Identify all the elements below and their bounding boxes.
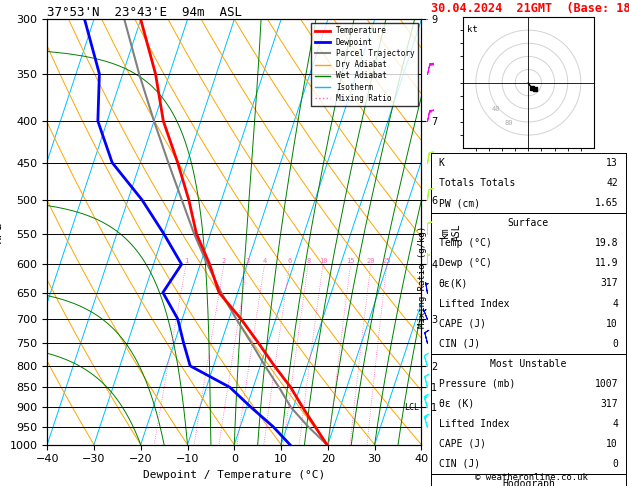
Text: 13: 13 xyxy=(606,158,618,168)
Text: 11.9: 11.9 xyxy=(594,259,618,268)
Text: Hodograph: Hodograph xyxy=(502,479,555,486)
Text: 2: 2 xyxy=(222,258,226,264)
Text: K: K xyxy=(438,158,445,168)
Text: 0: 0 xyxy=(612,339,618,348)
Text: 4: 4 xyxy=(612,419,618,429)
Text: 19.8: 19.8 xyxy=(594,238,618,248)
Text: Lifted Index: Lifted Index xyxy=(438,419,509,429)
Text: Dewp (°C): Dewp (°C) xyxy=(438,259,491,268)
Text: 10: 10 xyxy=(319,258,327,264)
Text: 42: 42 xyxy=(606,178,618,188)
Text: kt: kt xyxy=(467,25,477,34)
Text: © weatheronline.co.uk: © weatheronline.co.uk xyxy=(475,473,588,482)
Text: 317: 317 xyxy=(601,399,618,409)
Text: 40: 40 xyxy=(492,106,500,112)
X-axis label: Dewpoint / Temperature (°C): Dewpoint / Temperature (°C) xyxy=(143,470,325,480)
Text: CAPE (J): CAPE (J) xyxy=(438,318,486,329)
Text: θε(K): θε(K) xyxy=(438,278,468,289)
Text: Surface: Surface xyxy=(508,218,549,228)
Text: Lifted Index: Lifted Index xyxy=(438,298,509,309)
Legend: Temperature, Dewpoint, Parcel Trajectory, Dry Adiabat, Wet Adiabat, Isotherm, Mi: Temperature, Dewpoint, Parcel Trajectory… xyxy=(311,23,418,106)
Text: 6: 6 xyxy=(287,258,292,264)
Text: Most Unstable: Most Unstable xyxy=(490,359,567,369)
Text: PW (cm): PW (cm) xyxy=(438,198,480,208)
Y-axis label: hPa: hPa xyxy=(0,221,4,243)
Text: CAPE (J): CAPE (J) xyxy=(438,439,486,449)
Text: LCL: LCL xyxy=(404,403,419,412)
Text: Temp (°C): Temp (°C) xyxy=(438,238,491,248)
Text: Pressure (mb): Pressure (mb) xyxy=(438,379,515,389)
Text: θε (K): θε (K) xyxy=(438,399,474,409)
Text: 20: 20 xyxy=(367,258,375,264)
Text: 30.04.2024  21GMT  (Base: 18): 30.04.2024 21GMT (Base: 18) xyxy=(431,2,629,15)
Text: 80: 80 xyxy=(504,120,513,125)
Text: CIN (J): CIN (J) xyxy=(438,339,480,348)
Text: 317: 317 xyxy=(601,278,618,289)
Text: 1.65: 1.65 xyxy=(594,198,618,208)
Text: 15: 15 xyxy=(347,258,355,264)
Text: Mixing Ratio (g/kg): Mixing Ratio (g/kg) xyxy=(418,226,427,328)
Text: 4: 4 xyxy=(262,258,267,264)
Text: 37°53'N  23°43'E  94m  ASL: 37°53'N 23°43'E 94m ASL xyxy=(47,6,242,19)
Text: 10: 10 xyxy=(606,439,618,449)
Text: 1007: 1007 xyxy=(594,379,618,389)
Text: 4: 4 xyxy=(612,298,618,309)
Text: 25: 25 xyxy=(382,258,391,264)
Text: Totals Totals: Totals Totals xyxy=(438,178,515,188)
Text: CIN (J): CIN (J) xyxy=(438,459,480,469)
Text: 10: 10 xyxy=(606,318,618,329)
Text: 0: 0 xyxy=(612,459,618,469)
Text: 8: 8 xyxy=(306,258,310,264)
Y-axis label: km
ASL: km ASL xyxy=(440,223,462,241)
Text: 3: 3 xyxy=(245,258,250,264)
Text: 1: 1 xyxy=(184,258,188,264)
